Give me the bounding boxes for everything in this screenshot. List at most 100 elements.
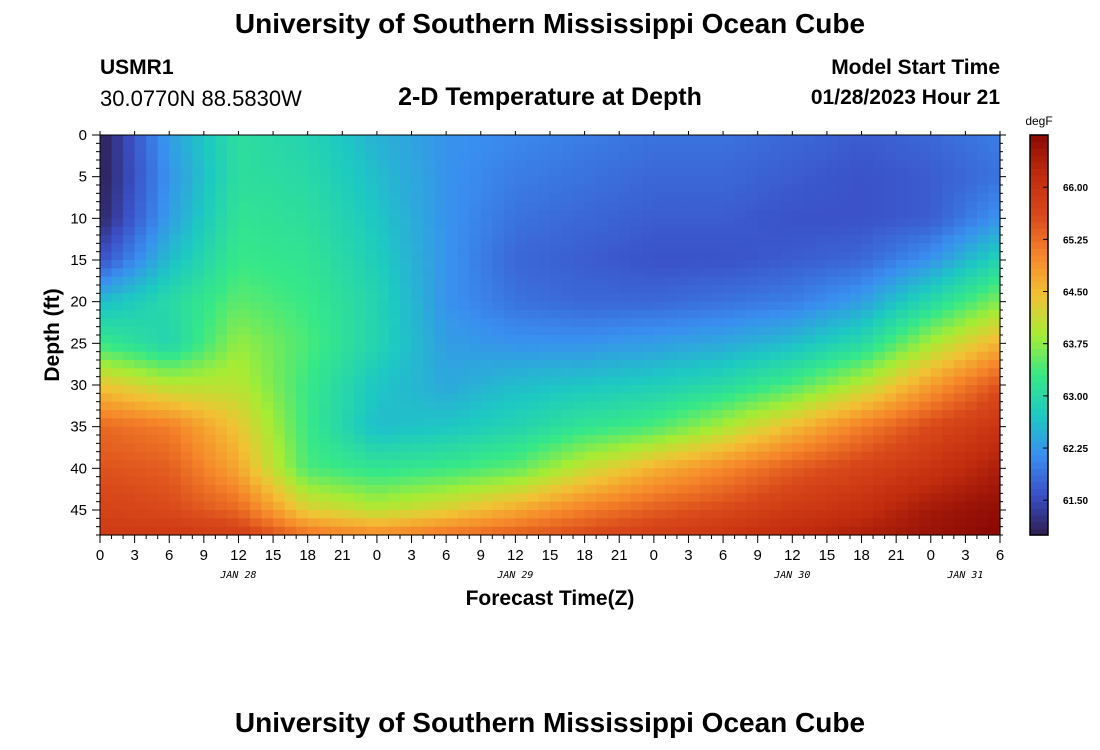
heatmap-cell: [642, 368, 655, 378]
heatmap-cell: [988, 468, 1001, 478]
heatmap-cell: [803, 160, 816, 169]
heatmap-cell: [261, 318, 274, 328]
heatmap-cell: [180, 385, 193, 394]
heatmap-cell: [561, 160, 574, 169]
heatmap-cell: [515, 485, 528, 494]
heatmap-cell: [700, 410, 713, 419]
heatmap-cell: [803, 393, 816, 403]
heatmap-cell: [538, 501, 551, 511]
heatmap-cell: [388, 318, 401, 328]
heatmap-cell: [111, 476, 124, 486]
heatmap-cell: [203, 451, 216, 461]
heatmap-cell: [711, 476, 724, 486]
heatmap-cell: [215, 226, 228, 236]
heatmap-cell: [388, 143, 401, 153]
heatmap-cell: [850, 251, 863, 261]
heatmap-cell: [169, 318, 182, 328]
heatmap-cell: [665, 360, 678, 369]
heatmap-cell: [538, 435, 551, 444]
heatmap-cell: [896, 235, 909, 244]
heatmap-cell: [896, 226, 909, 236]
heatmap-cell: [411, 526, 424, 536]
heatmap-cell: [780, 451, 793, 461]
heatmap-cell: [988, 226, 1001, 236]
heatmap-cell: [515, 310, 528, 319]
heatmap-cell: [919, 510, 932, 519]
heatmap-cell: [400, 435, 413, 444]
heatmap-cell: [296, 301, 309, 311]
heatmap-cell: [388, 468, 401, 478]
heatmap-cell: [400, 276, 413, 286]
heatmap-cell: [596, 135, 609, 144]
heatmap-cell: [815, 151, 828, 161]
heatmap-cell: [261, 518, 274, 528]
heatmap-cell: [180, 176, 193, 186]
heatmap-cell: [573, 160, 586, 169]
heatmap-cell: [953, 435, 966, 444]
heatmap-cell: [919, 193, 932, 203]
heatmap-cell: [215, 368, 228, 378]
heatmap-cell: [630, 526, 643, 536]
x-tick-label: 18: [299, 547, 316, 564]
heatmap-cell: [100, 210, 113, 219]
heatmap-cell: [273, 285, 286, 294]
heatmap-cell: [919, 393, 932, 403]
heatmap-cell: [907, 435, 920, 444]
heatmap-cell: [480, 185, 493, 194]
heatmap-cell: [688, 501, 701, 511]
heatmap-cell: [123, 210, 136, 219]
heatmap-cell: [826, 176, 840, 186]
heatmap-cell: [111, 435, 124, 444]
heatmap-cell: [492, 376, 505, 386]
heatmap-cell: [134, 476, 147, 486]
heatmap-cell: [976, 468, 990, 478]
heatmap-cell: [619, 385, 632, 394]
heatmap-cell: [561, 493, 574, 503]
heatmap-cell: [411, 310, 424, 319]
heatmap-cell: [746, 335, 759, 344]
heatmap-cell: [146, 268, 159, 278]
heatmap-cell: [665, 393, 678, 403]
heatmap-cell: [365, 168, 378, 178]
heatmap-cell: [526, 418, 540, 428]
heatmap-cell: [815, 251, 828, 261]
heatmap-cell: [469, 510, 482, 519]
heatmap-cell: [330, 418, 343, 428]
heatmap-cell: [584, 335, 597, 344]
heatmap-cell: [815, 301, 828, 311]
heatmap-cell: [607, 485, 620, 494]
heatmap-cell: [423, 360, 436, 369]
heatmap-cell: [688, 318, 701, 328]
heatmap-cell: [388, 326, 401, 336]
heatmap-cell: [134, 260, 147, 269]
heatmap-cell: [123, 493, 136, 503]
heatmap-cell: [388, 510, 401, 519]
heatmap-cell: [688, 143, 701, 153]
heatmap-cell: [550, 226, 563, 236]
heatmap-cell: [226, 426, 240, 436]
heatmap-cell: [342, 368, 355, 378]
heatmap-cell: [538, 418, 551, 428]
heatmap-cell: [665, 243, 678, 253]
heatmap-cell: [780, 501, 793, 511]
heatmap-cell: [365, 243, 378, 253]
heatmap-cell: [469, 476, 482, 486]
heatmap-cell: [457, 351, 470, 361]
heatmap-cell: [988, 276, 1001, 286]
heatmap-cell: [642, 176, 655, 186]
heatmap-cell: [676, 260, 690, 269]
heatmap-cell: [388, 418, 401, 428]
heatmap-cell: [250, 501, 263, 511]
heatmap-cell: [330, 368, 343, 378]
heatmap-cell: [434, 151, 447, 161]
heatmap-cell: [815, 351, 828, 361]
heatmap-cell: [203, 368, 216, 378]
heatmap-cell: [769, 235, 782, 244]
heatmap-cell: [988, 376, 1001, 386]
heatmap-cell: [596, 410, 609, 419]
heatmap-cell: [411, 168, 424, 178]
heatmap-cell: [965, 326, 978, 336]
heatmap-cell: [342, 143, 355, 153]
heatmap-cell: [653, 360, 666, 369]
heatmap-cell: [861, 443, 874, 453]
